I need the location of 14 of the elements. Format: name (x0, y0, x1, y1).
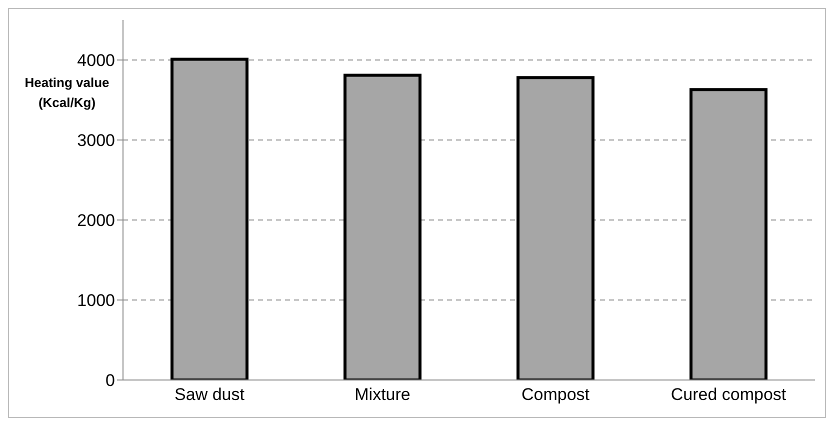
y-tick-label: 1000 (77, 291, 115, 310)
x-tick-label: Mixture (354, 385, 410, 404)
bar (170, 58, 248, 380)
y-tick-label: 0 (106, 371, 115, 390)
y-tick-label: 4000 (77, 51, 115, 70)
bar (344, 74, 422, 380)
y-tick-label: 2000 (77, 211, 115, 230)
bar (690, 88, 768, 380)
x-tick-label: Cured compost (670, 385, 786, 404)
x-tick-label: Saw dust (174, 385, 245, 404)
y-tick-label: 3000 (77, 131, 115, 150)
x-tick-label: Compost (521, 385, 590, 404)
y-axis-title: Heating value (Kcal/Kg) (24, 74, 110, 112)
bar (516, 76, 594, 380)
